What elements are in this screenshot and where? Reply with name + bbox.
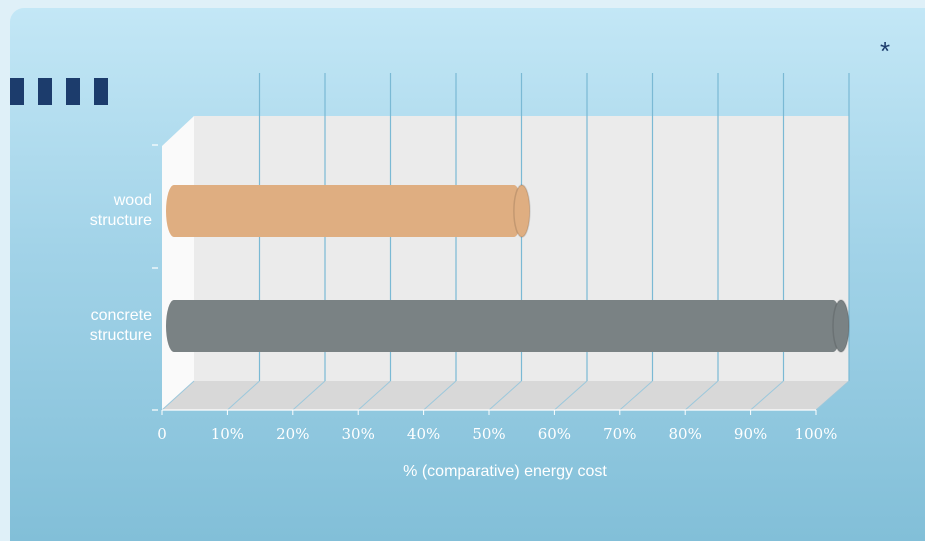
x-tick-label: 80% [669,425,702,443]
x-tick-label: 70% [603,425,636,443]
grid-floor-line [488,380,522,411]
x-axis-title: % (comparative) energy cost [403,463,607,480]
x-tick-label: 10% [211,425,244,443]
grid-floor-line [227,380,260,411]
bar [166,300,841,352]
x-tick-label: 50% [472,425,505,443]
grid-floor-line [292,380,326,411]
x-tick-label: 60% [538,425,571,443]
asterisk-mark: * [880,36,891,66]
category-label: wood structure [90,192,152,229]
logo-bars [10,78,108,105]
chart-side-wall [162,116,194,410]
bar [166,185,522,237]
category-label: concrete structure [90,307,152,344]
grid-floor-line [357,380,391,411]
grid-floor-line [750,380,784,411]
x-tick-label: 30% [342,425,375,443]
grid-floor-line [619,380,653,411]
grid-floor-line [684,380,719,411]
grid-floor-line [423,380,457,411]
x-tick-label: 100% [795,425,838,443]
x-tick-label: 20% [276,425,309,443]
grid-floor-line [554,380,588,411]
x-tick-label: 0 [157,425,167,443]
bar-end-cap [513,184,531,238]
grid-floor-line [815,380,850,411]
x-tick-label: 40% [407,425,440,443]
grid-floor-line [161,380,195,411]
bar-end-cap [832,299,850,353]
x-tick-label: 90% [734,425,767,443]
